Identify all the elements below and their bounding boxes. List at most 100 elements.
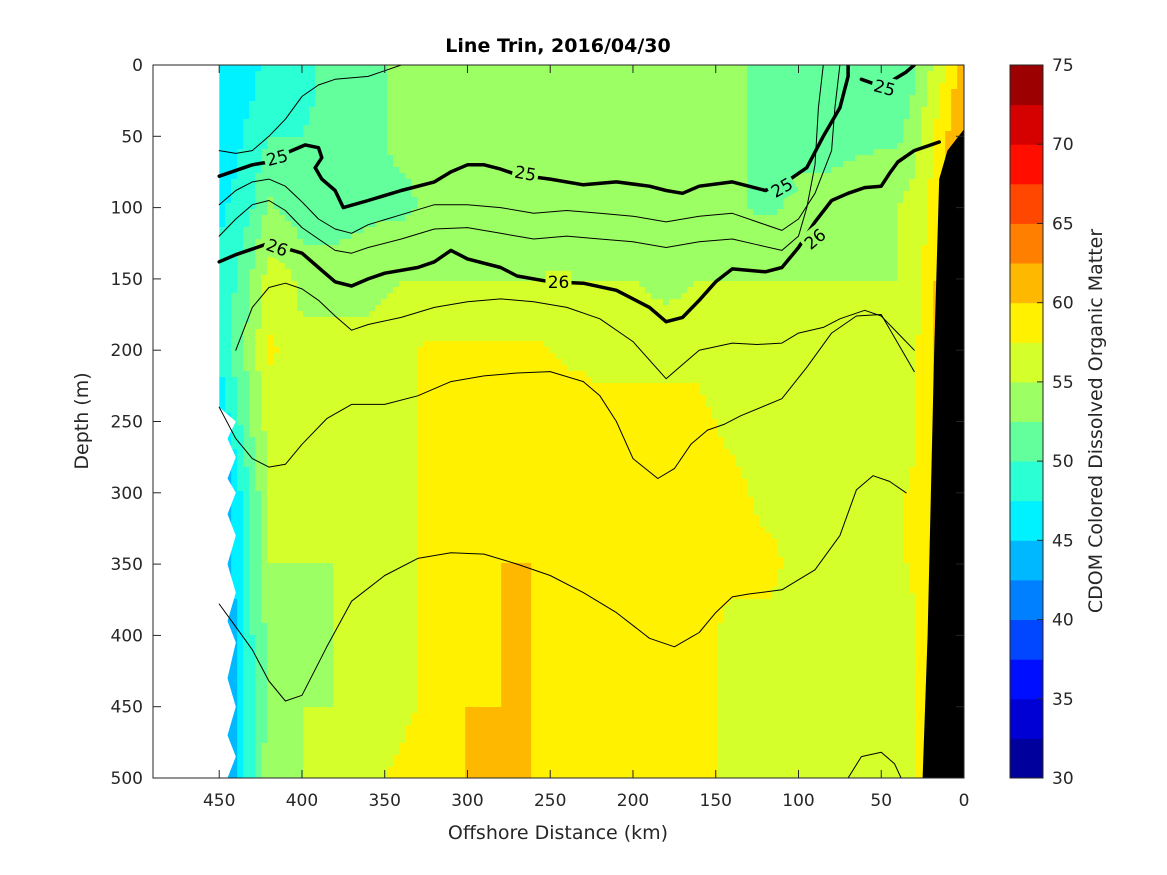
field-cell <box>627 131 634 138</box>
field-cell <box>891 119 898 126</box>
field-cell <box>705 149 712 156</box>
field-cell <box>225 281 232 288</box>
field-cell <box>885 155 892 162</box>
field-cell <box>837 83 844 90</box>
field-cell <box>519 251 526 258</box>
field-cell <box>795 275 802 282</box>
field-cell <box>669 161 676 168</box>
field-cell <box>717 227 724 234</box>
field-cell <box>339 101 346 108</box>
field-cell <box>759 197 766 204</box>
field-cell <box>363 209 370 216</box>
field-cell <box>345 149 352 156</box>
field-cell <box>471 101 478 108</box>
field-cell <box>351 215 358 222</box>
field-cell <box>765 125 772 132</box>
field-cell <box>525 155 532 162</box>
field-cell <box>399 101 406 108</box>
field-cell <box>471 83 478 90</box>
field-cell <box>291 245 298 252</box>
field-cell <box>471 287 478 294</box>
field-cell <box>411 209 418 216</box>
field-cell <box>723 299 730 306</box>
field-cell <box>711 83 718 90</box>
field-cell <box>723 149 730 156</box>
field-cell <box>465 227 472 234</box>
field-cell <box>627 209 634 216</box>
field-cell <box>555 245 562 252</box>
field-cell <box>279 263 286 270</box>
field-cell <box>567 263 574 270</box>
field-cell <box>525 239 532 246</box>
field-cell <box>783 221 790 228</box>
field-cell <box>231 239 238 246</box>
field-cell <box>687 77 694 84</box>
field-cell <box>753 227 760 234</box>
field-cell <box>423 119 430 126</box>
field-cell <box>495 251 502 258</box>
field-cell <box>849 209 856 216</box>
field-cell <box>729 209 736 216</box>
field-cell <box>597 143 604 150</box>
field-cell <box>609 167 616 174</box>
field-cell <box>705 101 712 108</box>
field-cell <box>867 275 874 282</box>
field-cell <box>831 287 838 294</box>
field-cell <box>375 155 382 162</box>
field-cell <box>489 89 496 96</box>
field-cell <box>537 257 544 264</box>
field-cell <box>405 89 412 96</box>
field-cell <box>663 65 670 72</box>
field-cell <box>921 269 928 276</box>
field-cell <box>555 155 562 162</box>
field-cell <box>645 173 652 180</box>
field-cell <box>825 269 832 276</box>
field-cell <box>711 77 718 84</box>
field-cell <box>459 215 466 222</box>
field-cell <box>687 125 694 132</box>
field-cell <box>333 239 340 246</box>
field-cell <box>423 197 430 204</box>
field-cell <box>573 173 580 180</box>
field-cell <box>321 107 328 114</box>
field-cell <box>699 131 706 138</box>
field-cell <box>723 203 730 210</box>
field-cell <box>489 245 496 252</box>
field-cell <box>477 137 484 144</box>
field-cell <box>819 281 826 288</box>
field-cell <box>417 233 424 240</box>
field-cell <box>309 221 316 228</box>
field-cell <box>339 65 346 72</box>
field-cell <box>315 197 322 204</box>
field-cell <box>249 131 256 138</box>
field-cell <box>819 185 826 192</box>
field-cell <box>495 137 502 144</box>
field-cell <box>903 179 910 186</box>
field-cell <box>417 167 424 174</box>
field-cell <box>369 125 376 132</box>
field-cell <box>255 263 262 270</box>
field-cell <box>735 215 742 222</box>
field-cell <box>543 191 550 198</box>
field-cell <box>399 167 406 174</box>
field-cell <box>873 167 880 174</box>
field-cell <box>579 131 586 138</box>
field-cell <box>417 185 424 192</box>
field-cell <box>663 257 670 264</box>
field-cell <box>375 95 382 102</box>
field-cell <box>597 275 604 282</box>
field-cell <box>369 239 376 246</box>
field-cell <box>465 251 472 258</box>
field-cell <box>867 299 874 306</box>
field-cell <box>861 155 868 162</box>
field-cell <box>903 233 910 240</box>
field-cell <box>597 257 604 264</box>
field-cell <box>597 155 604 162</box>
field-cell <box>507 149 514 156</box>
field-cell <box>885 209 892 216</box>
field-cell <box>807 275 814 282</box>
field-cell <box>381 119 388 126</box>
field-cell <box>225 269 232 276</box>
field-cell <box>441 233 448 240</box>
field-cell <box>813 71 820 78</box>
